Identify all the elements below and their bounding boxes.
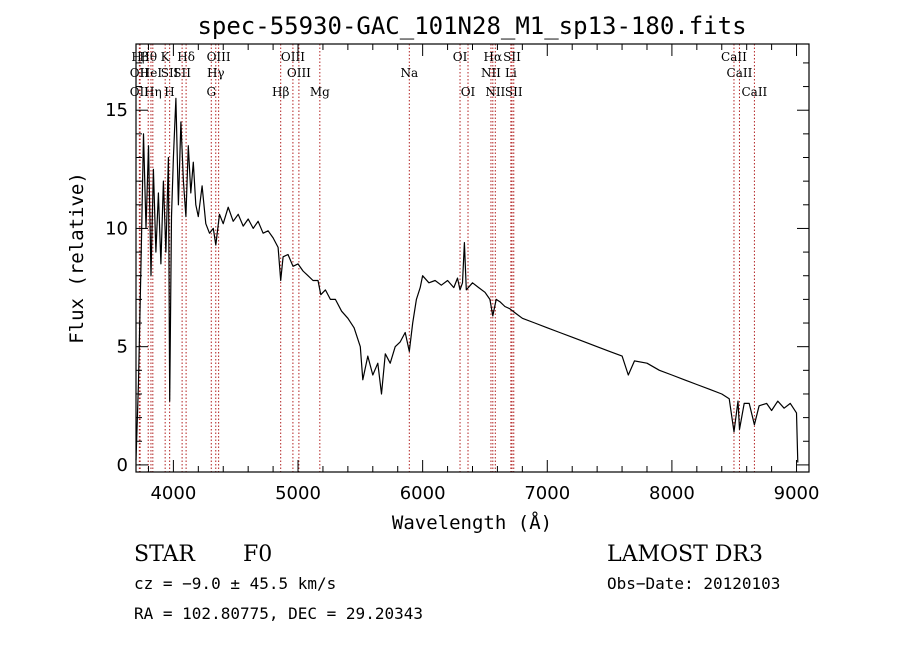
x-tick-label: 4000 <box>150 483 196 504</box>
info-panel: STAR F0 LAMOST DR3 cz = −9.0 ± 45.5 km/s… <box>134 542 780 623</box>
marker-labels: HβOIIOIIHθHeIHηKSIIHHδSIIOIIIHγGOIIIOIII… <box>130 50 768 99</box>
y-tick-label: 10 <box>105 218 128 239</box>
survey-name: LAMOST DR3 <box>607 542 763 567</box>
y-axis-ticks: 0 5 10 15 <box>105 62 809 476</box>
marker-label: SII <box>173 66 191 80</box>
x-axis-label: Wavelength (Å) <box>392 511 552 534</box>
marker-label: NII <box>481 66 501 80</box>
object-subclass: F0 <box>243 542 272 567</box>
marker-label: OI <box>453 50 468 64</box>
marker-label: SII <box>505 85 523 99</box>
marker-label: Hδ <box>177 50 195 64</box>
marker-label: K <box>161 50 171 64</box>
marker-label: OII <box>130 85 150 99</box>
marker-lines <box>138 44 755 472</box>
marker-label: CaII <box>741 85 767 99</box>
plot-frame <box>135 43 810 473</box>
marker-label: Na <box>400 66 418 80</box>
x-axis-ticks: 4000 5000 6000 7000 8000 9000 <box>147 44 820 504</box>
obs-date: Obs−Date: 20120103 <box>607 574 780 593</box>
x-tick-label: 9000 <box>774 483 820 504</box>
ra-dec-text: RA = 102.80775, DEC = 29.20343 <box>134 604 423 623</box>
y-tick-label: 0 <box>117 455 128 476</box>
marker-label: Hβ <box>272 85 289 99</box>
x-tick-label: 5000 <box>275 483 321 504</box>
marker-label: Hα <box>484 50 503 64</box>
x-tick-label: 8000 <box>649 483 695 504</box>
marker-label: NII <box>485 85 505 99</box>
object-class: STAR <box>134 542 196 567</box>
marker-label: Hη <box>144 85 162 99</box>
marker-label: SII <box>503 50 521 64</box>
marker-label: CaII <box>727 66 753 80</box>
marker-label: HeI <box>140 66 163 80</box>
marker-label: OIII <box>207 50 231 64</box>
redshift-text: cz = −9.0 ± 45.5 km/s <box>134 574 336 593</box>
marker-label: SII <box>161 66 179 80</box>
marker-label: Hθ <box>139 50 157 64</box>
marker-label: OII <box>130 66 150 80</box>
marker-label: H <box>164 85 174 99</box>
marker-label: OIII <box>281 50 305 64</box>
marker-label: Li <box>505 66 517 80</box>
y-tick-label: 5 <box>117 337 128 358</box>
chart-title: spec-55930-GAC_101N28_M1_sp13-180.fits <box>197 12 746 40</box>
x-tick-label: 6000 <box>400 483 446 504</box>
marker-label: OI <box>461 85 476 99</box>
marker-label: CaII <box>721 50 747 64</box>
marker-label: Hγ <box>207 66 225 80</box>
marker-label: Mg <box>310 85 330 99</box>
marker-label: G <box>206 85 216 99</box>
marker-label: OIII <box>287 66 311 80</box>
x-tick-label: 7000 <box>524 483 570 504</box>
spectrum-series-line <box>135 97 799 463</box>
y-tick-label: 15 <box>105 100 128 121</box>
y-axis-label: Flux (relative) <box>66 172 88 344</box>
